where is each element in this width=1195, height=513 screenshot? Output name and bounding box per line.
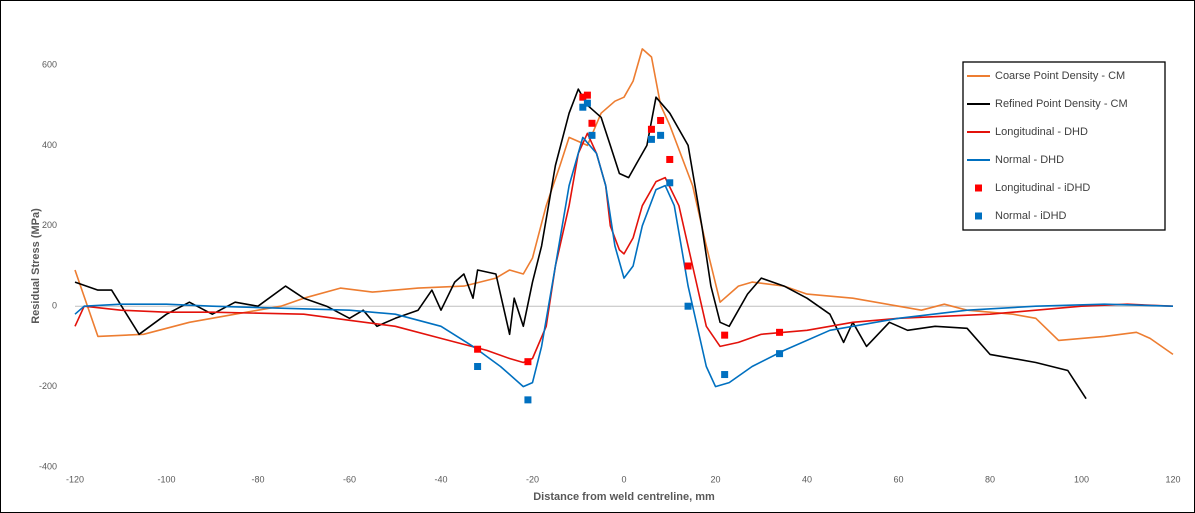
scatter-point [666,155,674,163]
x-tick-label: 40 [802,474,812,484]
scatter-point [583,99,591,107]
y-tick-label: 400 [42,140,57,150]
y-tick-label: -400 [39,461,57,471]
x-tick-label: 100 [1074,474,1089,484]
scatter-point [776,350,784,358]
legend-swatch [975,212,982,220]
series-line [74,88,1087,400]
y-tick-label: 0 [52,301,57,311]
legend-label: Coarse Point Density - CM [995,70,1125,82]
scatter-point [524,358,532,366]
legend-swatch [975,184,982,192]
scatter-point [776,328,784,336]
scatter-point [721,331,729,339]
x-tick-label: -120 [66,474,84,484]
scatter-point [657,131,665,139]
scatter-point [524,396,532,404]
legend-label: Refined Point Density - CM [995,98,1128,110]
x-axis-label: Distance from weld centreline, mm [533,491,715,503]
legend-label: Longitudinal - DHD [995,126,1088,138]
x-tick-label: -60 [343,474,356,484]
scatter-point [579,93,587,101]
scatter-point [647,125,655,133]
scatter-point [588,131,596,139]
x-tick-label: -100 [157,474,175,484]
scatter-point [647,135,655,143]
x-tick-label: 80 [985,474,995,484]
scatter-point [666,179,674,187]
scatter-point [684,262,692,270]
x-tick-label: 20 [710,474,720,484]
x-tick-label: 0 [621,474,626,484]
y-axis-label: Residual Stress (MPa) [30,208,42,324]
legend-label: Normal - DHD [995,154,1064,166]
y-tick-label: -200 [39,381,57,391]
scatter-point [583,91,591,99]
scatter-point [657,116,665,124]
y-tick-label: 600 [42,59,57,69]
scatter-point [684,302,692,310]
scatter-point [474,345,482,353]
legend-box [962,61,1166,231]
scatter-point [474,363,482,370]
scatter-point [588,119,596,127]
series-line [74,48,1174,356]
legend-label: Normal - iDHD [995,210,1067,222]
x-tick-label: -40 [434,474,447,484]
y-tick-label: 200 [42,220,57,230]
x-tick-label: -20 [526,474,539,484]
legend-label: Longitudinal - iDHD [995,182,1090,194]
x-tick-label: -80 [251,474,264,484]
x-tick-label: 120 [1165,474,1180,484]
scatter-point [721,371,729,379]
x-tick-label: 60 [893,474,903,484]
scatter-point [579,103,587,111]
